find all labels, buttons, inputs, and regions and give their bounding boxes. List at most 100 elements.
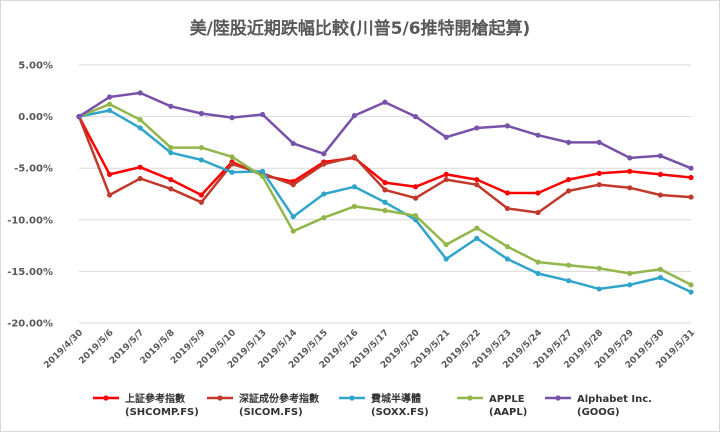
data-point: [321, 191, 327, 197]
data-point: [413, 195, 419, 201]
y-tick-label: 5.00%: [18, 61, 53, 72]
y-tick-label: -15.00%: [7, 267, 53, 278]
data-point: [566, 278, 572, 284]
data-point: [137, 125, 143, 131]
data-point: [290, 214, 296, 220]
data-point: [596, 265, 602, 271]
data-point: [168, 176, 174, 183]
data-point: [627, 168, 633, 174]
data-point: [596, 170, 602, 176]
series-line: [77, 116, 692, 214]
legend-label-code: (SICOM.FS): [239, 407, 303, 418]
data-point: [198, 192, 204, 198]
data-point: [382, 180, 388, 186]
data-point: [168, 103, 174, 109]
data-point: [290, 228, 296, 234]
data-point: [535, 259, 541, 265]
data-point: [107, 171, 113, 177]
data-point: [107, 94, 113, 100]
data-point: [229, 169, 235, 175]
data-point: [321, 151, 327, 157]
data-point: [260, 168, 266, 174]
data-point: [596, 182, 602, 188]
data-point: [168, 144, 174, 151]
data-point: [137, 164, 143, 170]
data-point: [688, 194, 694, 200]
data-point: [566, 176, 572, 183]
legend-item: APPLE (AAPL): [457, 394, 527, 418]
data-point: [137, 90, 143, 96]
legend-item: 深証成份參考指數 (SICOM.FS): [207, 392, 319, 418]
gridlines: [79, 64, 691, 324]
data-point: [504, 256, 510, 262]
data-point: [137, 175, 143, 182]
data-point: [382, 187, 388, 193]
y-tick-label: -5.00%: [14, 164, 53, 175]
data-point: [382, 207, 388, 214]
data-point: [504, 190, 510, 196]
data-point: [535, 190, 541, 196]
data-point: [688, 174, 694, 181]
data-point: [596, 286, 602, 292]
data-point: [596, 139, 602, 145]
chart-title: 美/陸股近期跌幅比較(川普5/6推特開槍起算): [190, 18, 531, 39]
legend-label: 費城半導體: [371, 392, 421, 405]
legend-label: 深証成份參考指數: [239, 392, 319, 405]
legend-label: 上証參考指數: [125, 392, 185, 405]
data-point: [535, 132, 541, 138]
legend-label: Alphabet Inc.: [577, 394, 652, 405]
data-point: [504, 205, 510, 212]
data-point: [107, 192, 113, 198]
data-point: [443, 134, 449, 140]
legend-label: APPLE: [489, 394, 525, 405]
data-point: [657, 192, 664, 198]
data-point: [474, 235, 480, 241]
data-point: [351, 184, 357, 190]
legend-swatch-marker: [217, 395, 223, 401]
legend-swatch-marker: [103, 395, 109, 401]
data-point: [198, 157, 204, 163]
y-tick-label: 0.00%: [18, 112, 53, 123]
data-point: [474, 182, 480, 188]
legend-label-code: (AAPL): [489, 407, 527, 418]
legend-label-code: (SHCOMP.FS): [125, 407, 199, 418]
legend-swatch-marker: [349, 395, 355, 401]
data-point: [443, 256, 449, 262]
series-4: [76, 101, 694, 288]
data-point: [321, 215, 327, 221]
data-point: [382, 199, 388, 205]
data-point: [688, 289, 694, 295]
data-point: [351, 154, 357, 160]
data-point: [168, 150, 174, 156]
data-point: [382, 99, 388, 105]
data-point: [351, 112, 357, 119]
data-point: [657, 266, 664, 272]
y-tick-label: -20.00%: [7, 319, 53, 330]
data-point: [566, 139, 572, 145]
data-point: [627, 185, 633, 191]
data-point: [504, 123, 510, 129]
data-point: [688, 282, 694, 288]
data-point: [168, 186, 174, 192]
data-point: [474, 176, 480, 183]
x-axis-ticks: 2019/4/302019/5/62019/5/72019/5/82019/5/…: [42, 328, 697, 371]
data-point: [290, 182, 296, 188]
legend-swatch-marker: [555, 395, 561, 401]
legend-label-code: (SOXX.FS): [371, 407, 429, 418]
data-point: [321, 161, 327, 167]
data-point: [657, 274, 664, 281]
data-point: [198, 199, 204, 205]
data-point: [657, 153, 664, 159]
data-point: [535, 270, 541, 277]
data-point: [351, 203, 357, 209]
data-point: [627, 282, 633, 288]
series-lines: [76, 90, 694, 295]
data-point: [198, 110, 204, 117]
data-point: [504, 244, 510, 250]
data-point: [688, 165, 694, 171]
data-point: [535, 209, 541, 216]
series-5: [76, 90, 694, 171]
data-point: [657, 171, 664, 177]
